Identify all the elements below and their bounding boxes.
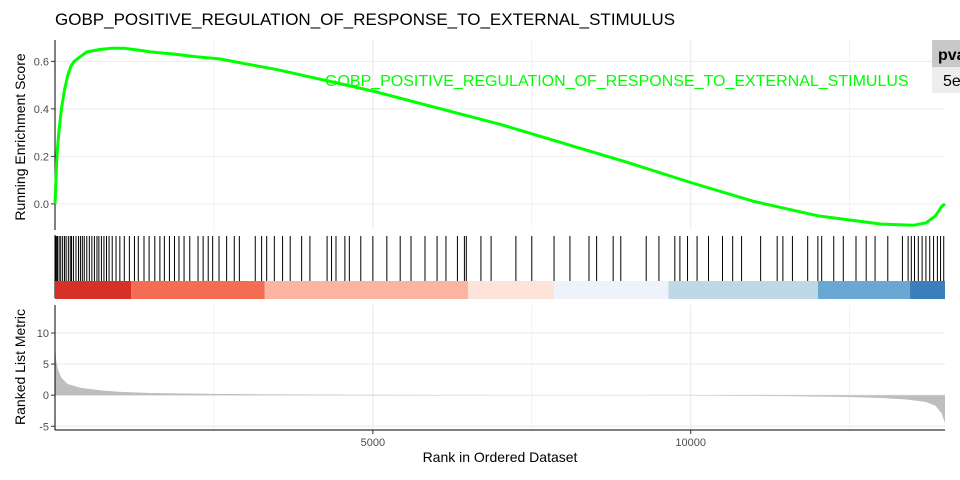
enrichment-y-tick-label: 0.0 [34, 199, 49, 211]
enrichment-y-tick-label: 0.2 [34, 151, 49, 163]
gene-hit-lines [55, 236, 945, 281]
x-tick-label: 5000 [361, 437, 385, 449]
table-header-cell [932, 40, 960, 67]
enrichment-panel: 0.0 0.2 0.4 0.6 GOBP_POSITIVE_REGULATION_OF… [12, 40, 960, 230]
enrichment-y-tick-label: 0.4 [34, 104, 49, 116]
table-value-text: 5e [943, 73, 960, 90]
x-axis-title: Rank in Ordered Dataset [423, 449, 578, 465]
color-bar-segment [131, 281, 265, 299]
table-header-text: pva [938, 47, 960, 64]
ranked-metric-panel: -5 0 5 10 5000 10000 Ranked List Metric Rank… [12, 305, 945, 465]
ranked-metric-gridlines [55, 305, 945, 430]
ranked-metric-y-tick-label: 5 [43, 359, 49, 371]
ranked-metric-y-ticks: -5 0 5 10 [37, 328, 55, 433]
enrichment-y-ticks: 0.0 0.2 0.4 0.6 [34, 56, 55, 211]
x-ticks: 5000 10000 [361, 430, 706, 449]
enrichment-gridlines [55, 40, 945, 230]
ranked-metric-y-tick-label: 10 [37, 328, 49, 340]
series-label: GOBP_POSITIVE_REGULATION_OF_RESPONSE_TO_… [325, 73, 909, 90]
enrichment-score-line [53, 46, 946, 227]
color-bar-segment [910, 281, 945, 299]
color-bar-segment [55, 281, 132, 299]
table-value-cell [932, 67, 960, 93]
color-bar-segment [264, 281, 469, 299]
ranked-metric-y-axis-title: Ranked List Metric [12, 309, 28, 425]
color-bar-segment [554, 281, 669, 299]
ranked-metric-y-tick-label: -5 [39, 421, 49, 433]
color-bar-segment [468, 281, 555, 299]
ranked-metric-area [55, 345, 945, 424]
color-bar-segment [817, 281, 911, 299]
rank-color-bar [55, 281, 945, 299]
x-tick-label: 10000 [675, 437, 706, 449]
enrichment-y-tick-label: 0.6 [34, 56, 49, 68]
color-bar-segment [668, 281, 818, 299]
enrichment-y-axis-title: Running Enrichment Score [12, 53, 28, 221]
hits-panel [54, 235, 945, 299]
chart-title: GOBP_POSITIVE_REGULATION_OF_RESPONSE_TO_… [55, 10, 676, 29]
ranked-metric-y-tick-label: 0 [43, 390, 49, 402]
